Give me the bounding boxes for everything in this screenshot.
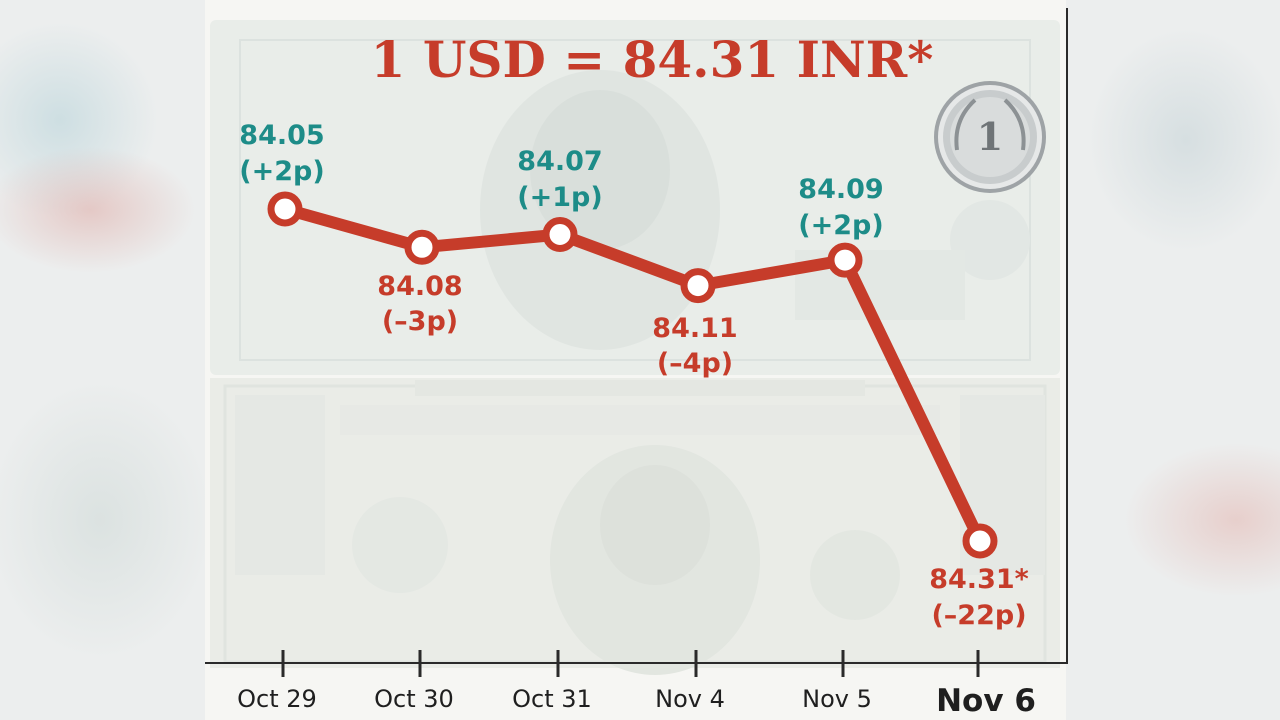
chart-panel: 1 1 USD = 84.31 INR* Oct 29 Oct 30 Oct 31 N… bbox=[205, 0, 1066, 720]
svg-text:1: 1 bbox=[977, 114, 1003, 159]
data-labels: 84.05 (+2p) 84.08 (–3p) 84.07 (+1p) 84.11 (–4p)… bbox=[239, 120, 1028, 631]
data-point-2 bbox=[404, 229, 440, 265]
x-tick-label-2: Oct 30 bbox=[374, 685, 454, 713]
data-label-change-4: (–4p) bbox=[657, 348, 733, 379]
series-line bbox=[279, 203, 986, 547]
background-left bbox=[0, 0, 205, 720]
chart-title: 1 USD = 84.31 INR* bbox=[371, 30, 934, 89]
x-tick-label-1: Oct 29 bbox=[237, 685, 317, 713]
rupee-coin-icon: 1 bbox=[934, 81, 1046, 193]
background-right bbox=[1066, 0, 1280, 720]
data-point-6 bbox=[962, 523, 998, 559]
data-label-change-6: (–22p) bbox=[931, 600, 1026, 631]
data-label-change-3: (+1p) bbox=[517, 182, 602, 213]
data-point-3 bbox=[542, 217, 578, 252]
data-point-5 bbox=[827, 242, 863, 278]
x-tick-label-5: Nov 5 bbox=[802, 685, 872, 713]
data-label-value-2: 84.08 bbox=[377, 271, 462, 302]
data-point-1 bbox=[267, 191, 303, 227]
data-label-value-3: 84.07 bbox=[517, 146, 602, 177]
data-label-change-1: (+2p) bbox=[239, 156, 324, 187]
data-label-value-4: 84.11 bbox=[652, 313, 737, 344]
data-label-value-6: 84.31* bbox=[929, 564, 1029, 595]
x-tick-label-4: Nov 4 bbox=[655, 685, 725, 713]
chart-svg: 1 1 USD = 84.31 INR* Oct 29 Oct 30 Oct 31 N… bbox=[205, 20, 1066, 719]
data-label-value-1: 84.05 bbox=[239, 120, 324, 151]
x-axis-ticks: Oct 29 Oct 30 Oct 31 Nov 4 Nov 5 Nov 6 bbox=[237, 650, 1036, 719]
panel-right-border bbox=[1066, 8, 1068, 664]
banknote-background bbox=[210, 20, 1060, 675]
x-tick-label-3: Oct 31 bbox=[512, 685, 592, 713]
x-tick-label-6: Nov 6 bbox=[936, 683, 1036, 719]
series-line-group bbox=[279, 203, 986, 547]
data-label-value-5: 84.09 bbox=[798, 174, 883, 205]
data-label-change-5: (+2p) bbox=[798, 210, 883, 241]
data-point-4 bbox=[680, 268, 716, 304]
data-label-change-2: (–3p) bbox=[382, 306, 458, 337]
data-points bbox=[267, 191, 998, 559]
